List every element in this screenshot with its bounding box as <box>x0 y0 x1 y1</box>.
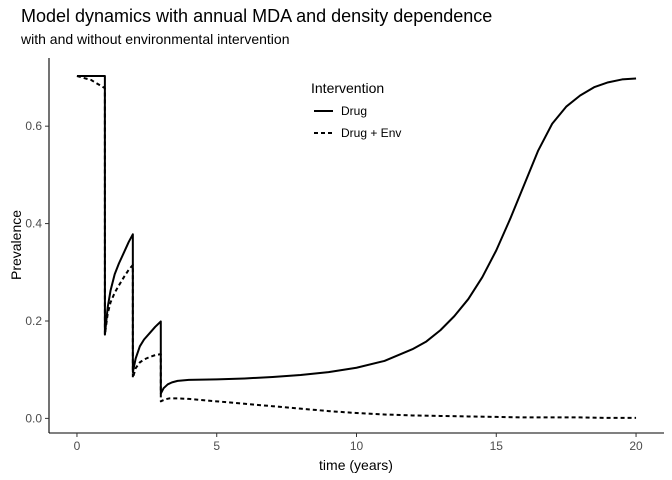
x-tick-label: 10 <box>350 439 364 453</box>
y-tick-label: 0.0 <box>25 411 42 425</box>
y-tick-label: 0.4 <box>25 217 42 231</box>
legend-item-drug-env: Drug + Env <box>314 126 401 140</box>
series-line-drug-env <box>76 75 637 419</box>
x-tick-label: 15 <box>490 439 504 453</box>
legend-item-drug: Drug <box>314 104 367 118</box>
y-ticks: 0.0 0.2 0.4 0.6 <box>25 119 49 425</box>
series-line-drug <box>76 75 637 395</box>
x-tick-label: 0 <box>74 439 81 453</box>
chart-title: Model dynamics with annual MDA and densi… <box>21 6 493 26</box>
y-tick-label: 0.2 <box>25 314 42 328</box>
x-ticks: 0 5 10 15 20 <box>74 433 643 453</box>
legend-label-drug: Drug <box>341 104 367 118</box>
legend-title: Intervention <box>311 80 384 96</box>
legend: Intervention Drug Drug + Env <box>311 80 401 140</box>
chart-subtitle: with and without environmental intervent… <box>21 31 290 47</box>
x-tick-label: 20 <box>629 439 643 453</box>
legend-label-drug-env: Drug + Env <box>341 126 401 140</box>
plot-lines <box>76 75 637 419</box>
x-axis-title: time (years) <box>319 457 393 473</box>
y-tick-label: 0.6 <box>25 119 42 133</box>
y-axis-title: Prevalence <box>8 210 24 280</box>
x-tick-label: 5 <box>213 439 220 453</box>
